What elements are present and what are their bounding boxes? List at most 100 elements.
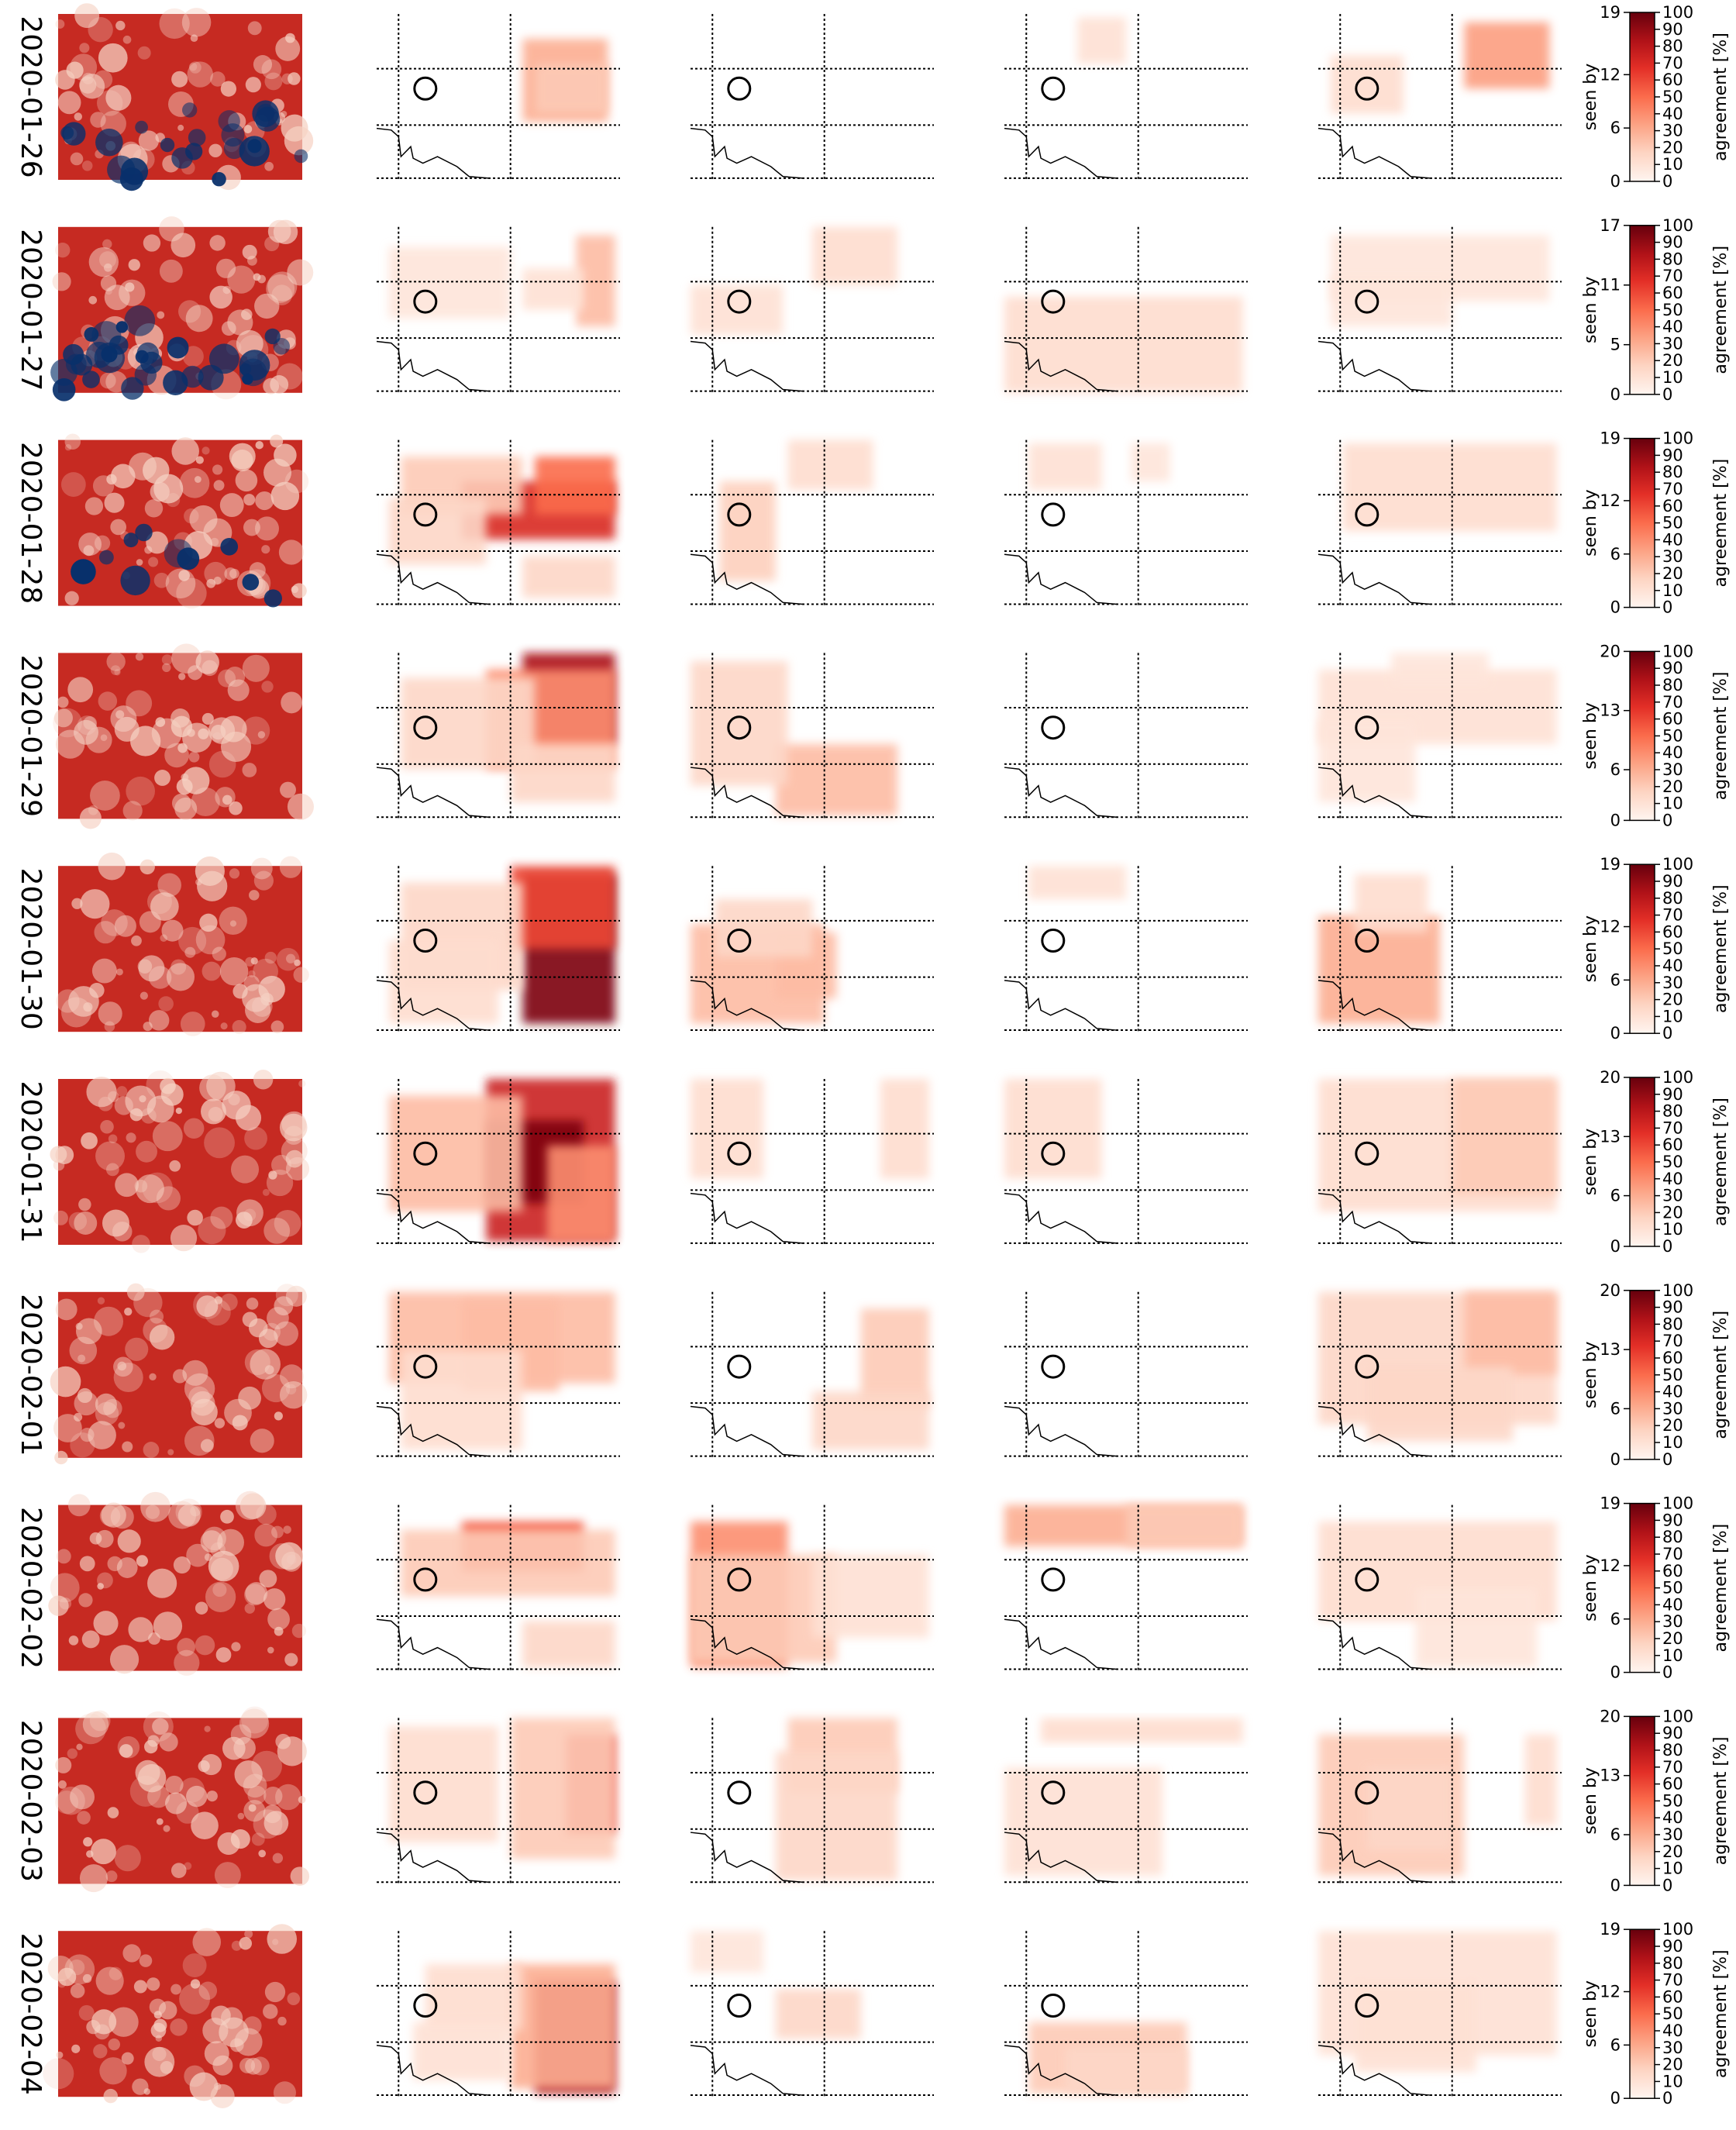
agreement-cell	[775, 1989, 861, 2039]
agreement-tick: 100	[1662, 1281, 1693, 1300]
satellite-image	[50, 1283, 308, 1465]
agreement-panel-3	[1004, 866, 1248, 1032]
site-marker	[413, 1780, 438, 1805]
agreement-tick: 90	[1662, 1937, 1683, 1956]
seen-by-tick: 12	[1600, 491, 1621, 510]
row-2020-01-31: 2020-01-310613200102030405060708090100se…	[15, 1068, 1731, 1256]
agreement-tick: 30	[1662, 1187, 1683, 1205]
coastline	[1318, 1405, 1431, 1457]
agreement-tick: 10	[1662, 2072, 1683, 2090]
seen-by-label: seen by	[1581, 1129, 1600, 1195]
agreement-tick: 20	[1662, 564, 1683, 583]
grid-lines	[1318, 1504, 1562, 1671]
seen-by-tick: 0	[1610, 811, 1621, 829]
coastline	[376, 1832, 489, 1884]
grid-lines	[1004, 866, 1248, 1032]
date-label: 2020-02-01	[15, 1294, 46, 1456]
agreement-panel-4	[1318, 866, 1562, 1032]
agreement-panel-4	[1318, 1718, 1562, 1884]
agreement-panel-1	[376, 1931, 620, 2097]
agreement-tick: 70	[1662, 693, 1683, 712]
grid-lines	[377, 226, 620, 393]
grid-lines	[691, 866, 934, 1032]
agreement-tick: 30	[1662, 122, 1683, 140]
site-marker	[1355, 715, 1380, 740]
seen-by-tick: 20	[1600, 1068, 1621, 1087]
agreement-cell	[719, 481, 776, 581]
seen-by-tick: 20	[1600, 642, 1621, 660]
site-marker	[1355, 1780, 1380, 1805]
agreement-cell	[1464, 22, 1550, 89]
seen-by-tick: 12	[1600, 918, 1621, 936]
site-marker	[727, 715, 752, 740]
grid-lines	[1004, 14, 1248, 180]
site-marker	[413, 1567, 438, 1592]
agreement-tick: 70	[1662, 1758, 1683, 1777]
coastline	[376, 1618, 489, 1670]
agreement-panel-3	[1004, 1291, 1248, 1458]
agreement-tick: 90	[1662, 233, 1683, 252]
agreement-label: agreement [%]	[1711, 1524, 1731, 1653]
seen-by-tick: 0	[1610, 1876, 1621, 1894]
agreement-tick: 60	[1662, 1775, 1683, 1794]
coastline	[690, 2045, 803, 2096]
agreement-tick: 0	[1662, 1876, 1672, 1894]
agreement-panel-3	[1004, 1504, 1248, 1671]
coastline	[1004, 1405, 1117, 1457]
agreement-tick: 90	[1662, 446, 1683, 464]
agreement-cell	[812, 226, 897, 285]
agreement-label: agreement [%]	[1711, 33, 1731, 161]
agreement-tick: 70	[1662, 1545, 1683, 1563]
agreement-tick: 0	[1662, 2089, 1672, 2108]
agreement-panel-2	[690, 1718, 934, 1884]
seen-by-label: seen by	[1581, 64, 1600, 130]
satellite-image	[55, 3, 314, 191]
agreement-cell	[401, 1349, 523, 1450]
agreement-tick: 30	[1662, 760, 1683, 779]
seen-by-label: seen by	[1581, 1342, 1600, 1408]
grid-lines	[1318, 226, 1562, 393]
grid-lines	[377, 1504, 620, 1671]
agreement-tick: 20	[1662, 1416, 1683, 1435]
agreement-panel-2	[690, 226, 934, 393]
agreement-panel-3	[1004, 226, 1248, 393]
agreement-tick: 90	[1662, 1298, 1683, 1317]
agreement-panel-1	[376, 14, 620, 180]
site-marker	[1355, 76, 1380, 101]
agreement-tick: 80	[1662, 250, 1683, 268]
agreement-tick: 0	[1662, 1024, 1672, 1043]
coastline	[1004, 1192, 1117, 1244]
coastline	[690, 1405, 803, 1457]
agreement-tick: 0	[1662, 1663, 1672, 1682]
agreement-tick: 60	[1662, 710, 1683, 729]
agreement-label: agreement [%]	[1711, 1949, 1731, 2078]
coastline	[1318, 980, 1431, 1031]
seen-by-tick: 6	[1610, 760, 1621, 779]
coastline	[690, 340, 803, 392]
seen-by-tick: 13	[1600, 1127, 1621, 1146]
agreement-panel-3	[1004, 439, 1248, 606]
site-marker	[1041, 289, 1066, 314]
agreement-cell	[691, 661, 788, 786]
agreement-cell	[1028, 866, 1126, 899]
grid-lines	[1004, 439, 1248, 606]
seen-by-tick: 19	[1600, 3, 1621, 22]
agreement-tick: 10	[1662, 794, 1683, 813]
seen-by-tick: 6	[1610, 970, 1621, 989]
agreement-tick: 50	[1662, 726, 1683, 745]
satellite-image	[50, 216, 314, 402]
agreement-tick: 50	[1662, 1791, 1683, 1810]
site-marker	[727, 502, 752, 527]
agreement-panel-1	[376, 1291, 620, 1458]
coastline	[376, 767, 489, 819]
agreement-cell	[1366, 1367, 1514, 1442]
coastline	[376, 2045, 489, 2096]
seen-by-tick: 0	[1610, 1024, 1621, 1043]
agreement-tick: 80	[1662, 1741, 1683, 1759]
seen-by-tick: 19	[1600, 855, 1621, 874]
agreement-tick: 30	[1662, 1612, 1683, 1631]
agreement-tick: 100	[1662, 1920, 1693, 1939]
grid-lines	[377, 1931, 620, 2097]
agreement-cell	[1355, 874, 1428, 932]
agreement-panel-4	[1318, 226, 1562, 393]
